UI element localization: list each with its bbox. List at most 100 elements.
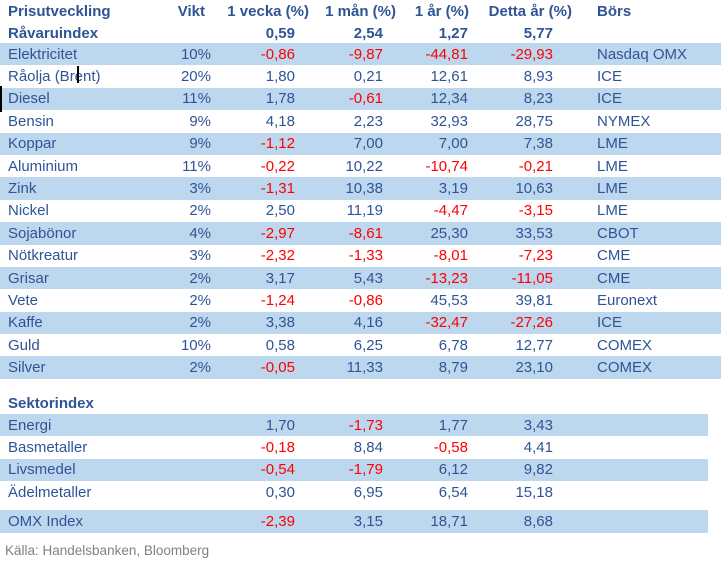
column-header: Detta år (%)	[488, 3, 572, 20]
weight-cell: 2%	[189, 291, 211, 309]
weight-cell	[150, 413, 214, 437]
weight-cell	[150, 458, 214, 482]
year-change-cell: 6,54	[438, 483, 468, 501]
exchange-cell: ICE	[597, 68, 623, 86]
year-change-cell: 12,34	[430, 90, 468, 108]
sektorindex-label: Sektorindex	[8, 394, 94, 412]
exchange-cell: Nasdaq OMX	[597, 45, 688, 63]
ytd-change-cell: -3,15	[518, 202, 553, 220]
commodity-row: Diesel 11% 1,78 -0,61 12,34 8,23 ICE	[0, 87, 721, 111]
exchange-cell	[575, 458, 721, 482]
month-change-cell: 2,23	[353, 112, 383, 130]
year-change-cell: 3,19	[438, 180, 468, 198]
week-change-cell: 4,18	[265, 112, 295, 130]
sektorindex-row: Sektorindex	[0, 393, 721, 414]
commodity-row: Nötkreatur 3% -2,32 -1,33 -8,01 -7,23 CME	[0, 245, 721, 267]
header-row: Prisutveckling Vikt 1 vecka (%) 1 mån (%) 1 …	[0, 0, 721, 23]
week-change-cell: -1,12	[260, 135, 295, 153]
month-change-cell: 8,84	[353, 438, 383, 456]
weight-cell: 2%	[189, 359, 211, 377]
commodity-row: Vete 2% -1,24 -0,86 45,53 39,81 Euronext	[0, 289, 721, 311]
weight-cell: 4%	[189, 224, 211, 242]
row-label: Vete	[8, 291, 39, 309]
weight-cell: 9%	[189, 112, 211, 130]
ytd-change-cell: -0,21	[518, 157, 553, 175]
ytd-change-cell: 8,23	[523, 90, 553, 108]
table-body: Råvaruindex 0,59 2,54 1,27 5,77 Elektricitet 1…	[0, 23, 721, 533]
exchange-cell: CME	[597, 247, 631, 265]
week-change-cell: 3,17	[265, 269, 295, 287]
year-change-cell: 7,00	[438, 135, 468, 153]
ytd-change-cell: -27,26	[510, 314, 553, 332]
month-change-cell: -1,33	[348, 247, 383, 265]
weight-cell: 11%	[182, 157, 211, 175]
month-change-cell: -8,61	[348, 224, 383, 242]
row-label: Koppar	[8, 135, 57, 153]
commodity-row: Bensin 9% 4,18 2,23 32,93 28,75 NYMEX	[0, 110, 721, 132]
weight-cell	[150, 481, 214, 503]
row-label: Nötkreatur	[8, 247, 79, 265]
week-change-cell: -0,54	[214, 458, 312, 482]
exchange-cell: LME	[597, 135, 628, 153]
spacer-cell	[0, 503, 721, 510]
column-header: 1 vecka (%)	[227, 3, 309, 20]
week-change-cell: 2,50	[265, 202, 295, 220]
year-change-cell: -10,74	[425, 157, 468, 175]
year-change-cell: -0,58	[433, 438, 468, 456]
ytd-change-cell: 5,77	[523, 24, 553, 42]
row-label: Nickel	[8, 202, 49, 220]
week-change-cell: 0,59	[265, 24, 295, 42]
ytd-change-cell: 8,68	[472, 510, 575, 533]
month-change-cell: -0,61	[348, 90, 383, 108]
commodity-row: Sojabönor 4% -2,97 -8,61 25,30 33,53 CBOT	[0, 222, 721, 245]
year-change-cell: -4,47	[433, 202, 468, 220]
ytd-change-cell: 33,53	[515, 224, 553, 242]
spacer-row	[0, 503, 721, 510]
exchange-cell: COMEX	[597, 336, 653, 354]
column-header: 1 år (%)	[414, 3, 469, 20]
month-change-cell: 11,19	[346, 202, 383, 220]
exchange-cell: ICE	[597, 90, 623, 108]
exchange-cell	[575, 23, 721, 43]
source-note: Källa: Handelsbanken, Bloomberg	[5, 542, 210, 558]
week-change-cell: 1,80	[265, 68, 295, 86]
exchange-cell	[575, 436, 721, 458]
year-change-cell: 32,93	[430, 112, 468, 130]
weight-cell: 3%	[189, 247, 211, 265]
ytd-change-cell: 9,82	[472, 458, 575, 482]
row-label: Grisar	[8, 269, 49, 287]
weight-cell: 2%	[189, 314, 211, 332]
month-change-cell: -1,73	[312, 413, 399, 437]
weight-cell: 11%	[182, 90, 211, 108]
weight-cell: 9%	[189, 135, 211, 153]
row-label: Diesel	[8, 90, 50, 108]
row-label: OMX Index	[0, 510, 150, 533]
weight-cell: 10%	[180, 336, 211, 354]
commodity-row: Grisar 2% 3,17 5,43 -13,23 -11,05 CME	[0, 266, 721, 290]
row-label: Kaffe	[8, 314, 43, 332]
row-label: Silver	[8, 359, 46, 377]
week-change-cell: -0,05	[260, 359, 295, 377]
price-table: Prisutveckling Vikt 1 vecka (%) 1 mån (%) 1 …	[0, 0, 721, 533]
row-label: Ädelmetaller	[8, 483, 92, 501]
ytd-change-cell: -29,93	[510, 45, 553, 63]
ytd-change-cell: 15,18	[515, 483, 553, 501]
month-change-cell: 7,00	[353, 135, 383, 153]
week-change-cell: 1,78	[265, 90, 295, 108]
sector-row: Basmetaller -0,18 8,84 -0,58 4,41	[0, 436, 721, 458]
ytd-change-cell: -7,23	[518, 247, 553, 265]
sector-row: Ädelmetaller 0,30 6,95 6,54 15,18	[0, 481, 721, 503]
row-label: Guld	[8, 336, 40, 354]
month-change-cell: -9,87	[348, 45, 383, 63]
ytd-change-cell: 10,63	[515, 180, 553, 198]
weight-cell: 20%	[180, 68, 211, 86]
ytd-change-cell: 12,77	[515, 336, 553, 354]
commodity-row: Silver 2% -0,05 11,33 8,79 23,10 COMEX	[0, 356, 721, 379]
exchange-cell: NYMEX	[597, 112, 651, 130]
row-label: Bensin	[8, 112, 54, 130]
ytd-change-cell: 39,81	[515, 291, 553, 309]
week-change-cell: -1,31	[260, 180, 295, 198]
sector-row: Livsmedel -0,54 -1,79 6,12 9,82	[0, 458, 721, 482]
week-change-cell: -2,39	[214, 510, 312, 533]
